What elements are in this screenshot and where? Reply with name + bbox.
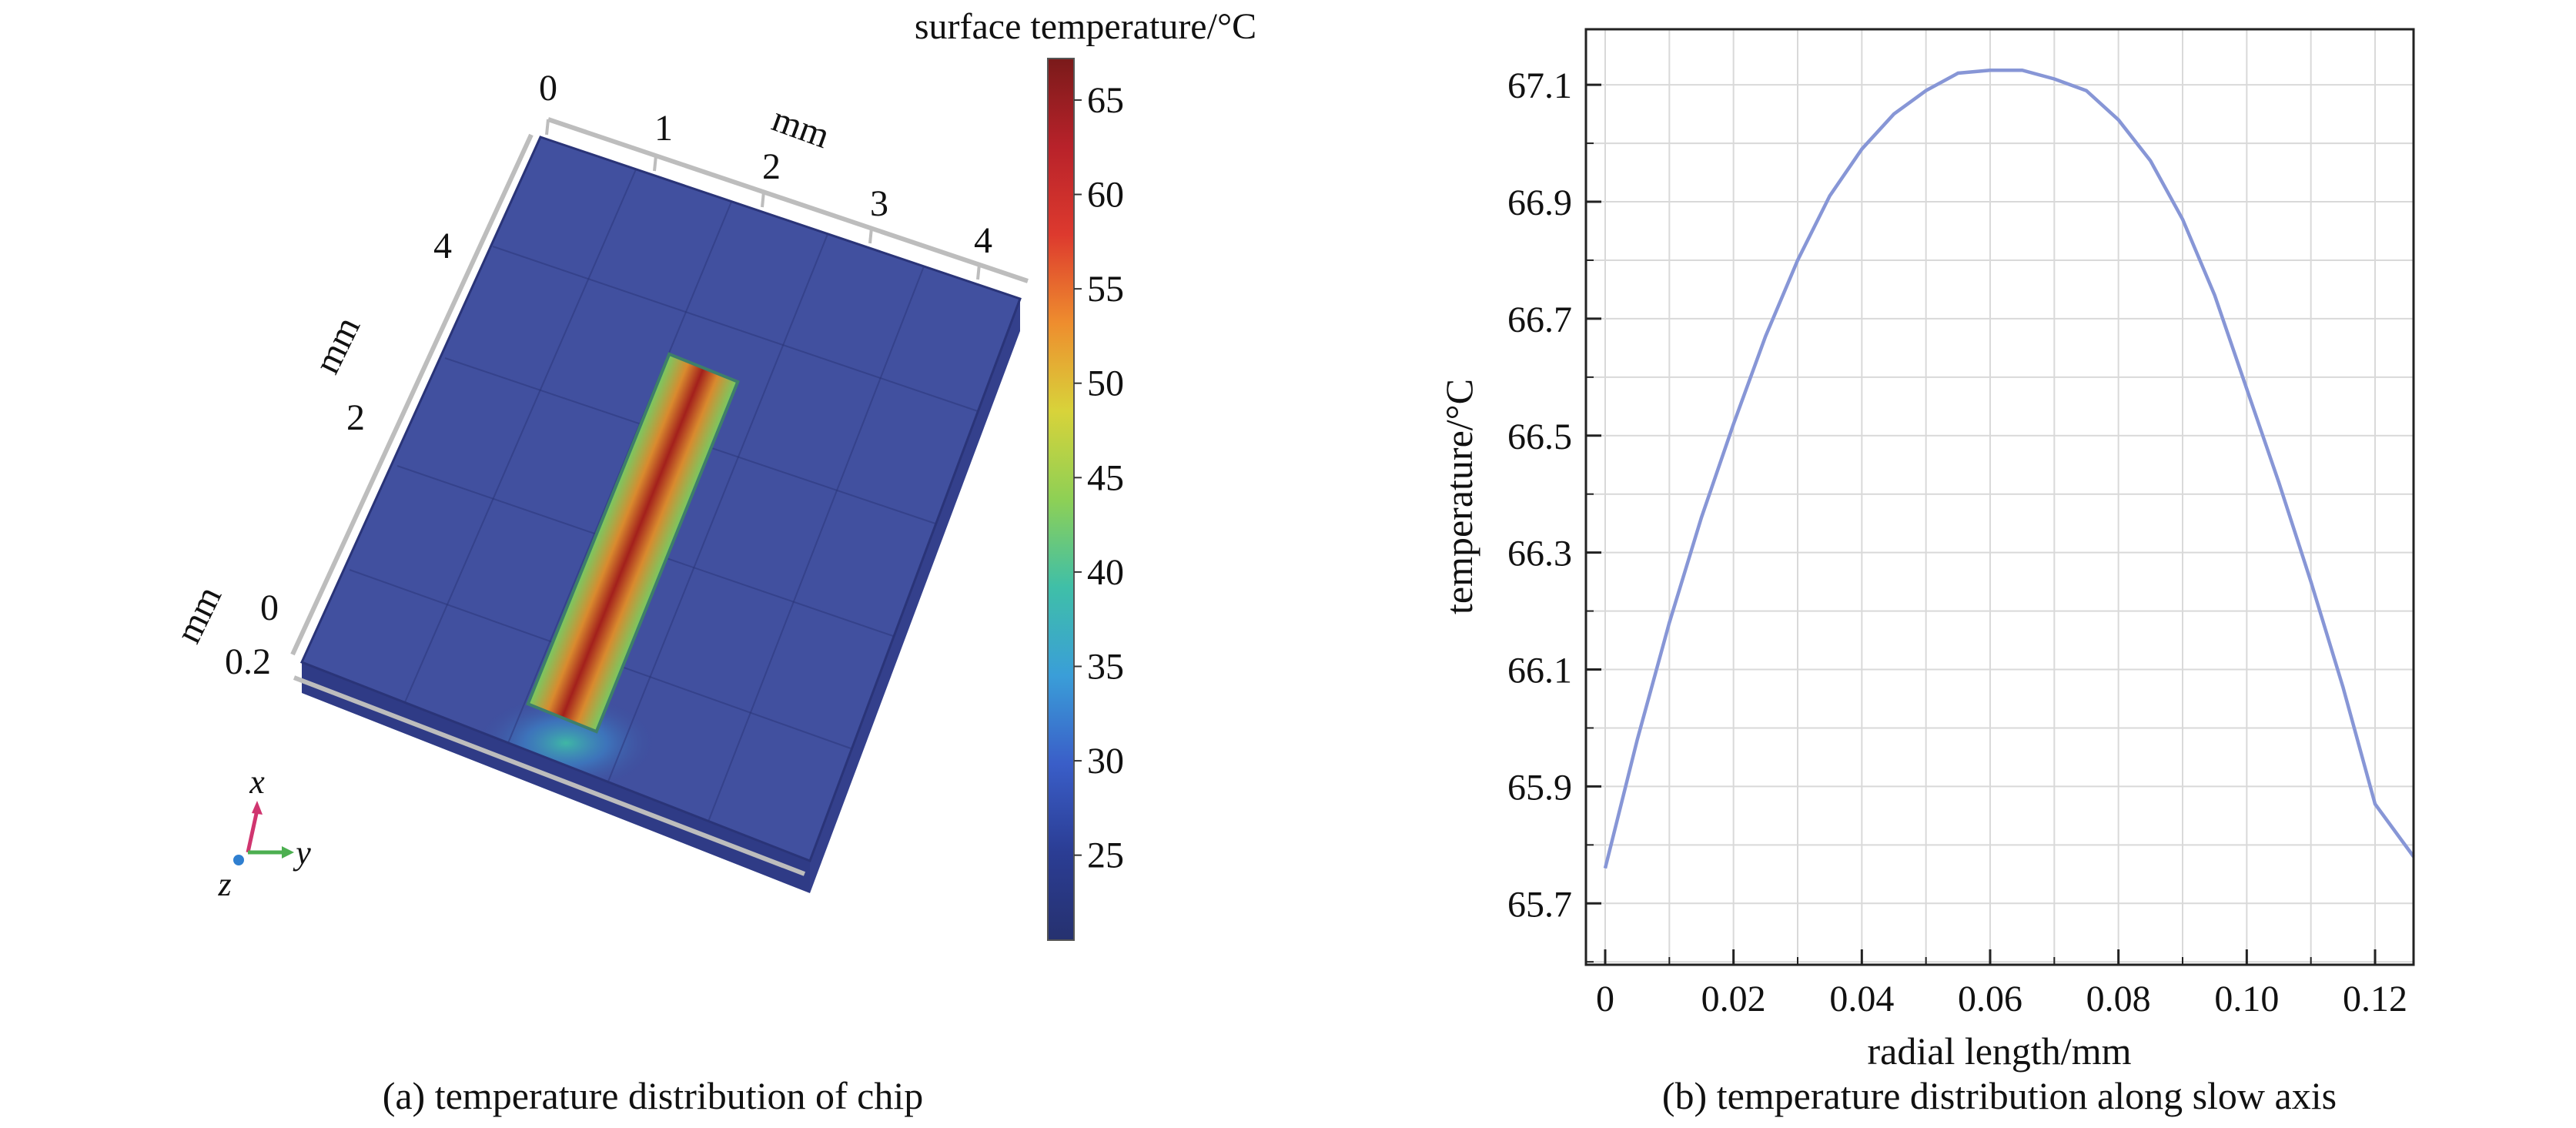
top-axis-tick-1: 1 [654,108,673,149]
colorbar-tick-label: 50 [1087,363,1124,404]
left-axis-tick-0: 0 [260,587,279,628]
left-axis-unit: mm [306,310,368,380]
colorbar-tick-label: 30 [1087,741,1124,782]
chip-right-face [810,299,1020,893]
chip-outline [299,136,1022,862]
x-tick-label: 0.06 [1958,979,2022,1019]
thickness-axis-unit: mm [168,580,229,649]
triad-z-label: z [217,865,231,903]
colorbar-tick-label: 60 [1087,175,1124,216]
triad-y-label: y [293,834,311,872]
top-axis-ticks [545,119,981,280]
colorbar-tick-label: 55 [1087,269,1124,310]
colorbar-title: surface temperature/°C [915,6,1256,47]
thickness-axis-tick: 0.2 [225,641,271,682]
y-tick-label: 67.1 [1507,65,1572,106]
colorbar-tick-label: 25 [1087,835,1124,876]
gridlines [1586,29,2414,965]
left-axis-tick-4: 4 [433,226,452,266]
y-tick-label: 66.1 [1507,651,1572,691]
plot-area [1586,29,2414,965]
coordinate-triad: x y z [217,763,311,903]
y-axis-label: temperature/°C [1437,379,1480,614]
top-axis-tick-2: 2 [762,146,781,187]
panel-a-caption: (a) temperature distribution of chip [383,1074,924,1117]
y-tick-label: 66.7 [1507,300,1572,340]
left-axis-tick-2: 2 [346,397,365,438]
panel-b-caption: (b) temperature distribution along slow … [1662,1074,2337,1117]
y-tick-label: 66.9 [1507,182,1572,223]
y-tick-label: 66.5 [1507,417,1572,457]
colorbar-tick-label: 45 [1087,457,1124,498]
x-tick-label: 0.08 [2086,979,2151,1019]
x-tick-label: 0.02 [1701,979,1766,1019]
top-axis-tick-4: 4 [974,220,992,261]
top-axis-tick-0: 0 [539,68,557,109]
colorbar-tick-label: 65 [1087,80,1124,121]
x-tick-label: 0.04 [1829,979,1894,1019]
triad-x-label: x [249,763,265,801]
panel-a-chip-render: 0 1 2 3 4 mm 4 2 0 mm 0.2 mm x y z surfa… [168,6,1256,1117]
y-axis-ticks: 65.7 65.9 66.1 66.3 66.5 66.7 66.9 67.1 [1507,65,1601,925]
y-tick-label: 66.3 [1507,534,1572,574]
colorbar-ticks: 65 60 55 50 45 40 35 30 25 [1074,80,1124,876]
top-axis-tick-3: 3 [870,183,888,224]
plot-frame [1584,28,2415,966]
x-axis-label: radial length/mm [1868,1029,2132,1073]
x-tick-label: 0.10 [2214,979,2279,1019]
x-tick-label: 0 [1596,979,1614,1019]
chip-bounding-axes [290,117,1029,876]
y-tick-label: 65.9 [1507,767,1572,808]
colorbar-tick-label: 40 [1087,552,1124,593]
colorbar: surface temperature/°C 65 60 55 50 45 40 35 30 2… [915,6,1256,941]
panel-b-line-chart: 0 0.02 0.04 0.06 0.08 0.10 0.12 65.7 65.9 66.1 66… [1437,28,2415,1117]
colorbar-tick-label: 35 [1087,646,1124,687]
series-line-temperature [1603,68,2415,869]
y-tick-label: 65.7 [1507,884,1572,925]
x-axis-ticks: 0 0.02 0.04 0.06 0.08 0.10 0.12 [1596,949,2407,1019]
colorbar-gradient [1047,58,1075,941]
emitter-stripe [526,352,740,734]
x-tick-label: 0.12 [2343,979,2407,1019]
